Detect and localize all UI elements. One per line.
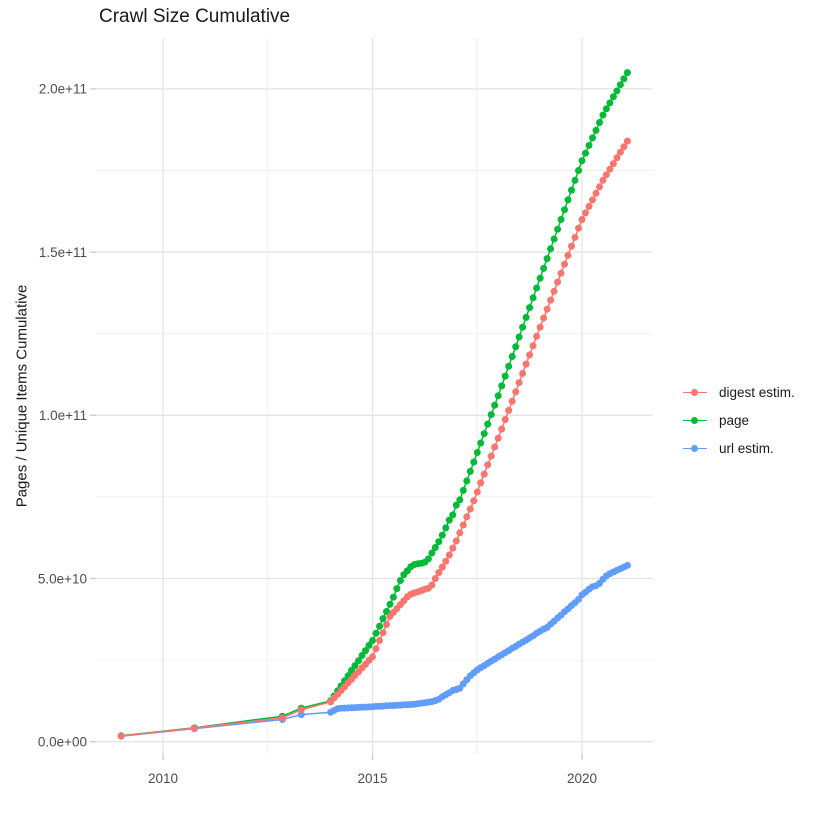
legend-item-page: page xyxy=(682,406,795,434)
legend-item-url-estim: url estim. xyxy=(682,434,795,462)
y-tick-label: 1.5e+11 xyxy=(39,245,87,260)
x-tick-label: 2010 xyxy=(148,771,178,786)
y-axis-title: Pages / Unique Items Cumulative xyxy=(13,284,31,508)
legend-key-point-line-icon xyxy=(682,413,708,427)
y-tick-label: 0.0e+00 xyxy=(38,735,87,750)
x-tick-label: 2015 xyxy=(357,771,387,786)
legend-key-point-line-icon xyxy=(682,385,708,399)
y-tick-label: 1.0e+11 xyxy=(39,408,87,423)
series-url-estim xyxy=(117,561,631,740)
legend-key-point-line-icon xyxy=(682,441,708,455)
chart-title: Crawl Size Cumulative xyxy=(99,6,291,27)
y-tick-label: 2.0e+11 xyxy=(39,82,87,97)
legend-item-label: digest estim. xyxy=(719,384,795,400)
y-tick-label: 5.0e+10 xyxy=(38,571,87,586)
legend-item-label: url estim. xyxy=(719,440,774,456)
legend: digest estim. page url estim. xyxy=(682,378,795,462)
x-tick-label: 2020 xyxy=(567,771,597,786)
series-page xyxy=(117,69,631,740)
series-digest-estim xyxy=(117,137,631,740)
legend-item-digest-estim: digest estim. xyxy=(682,378,795,406)
legend-item-label: page xyxy=(719,412,750,428)
